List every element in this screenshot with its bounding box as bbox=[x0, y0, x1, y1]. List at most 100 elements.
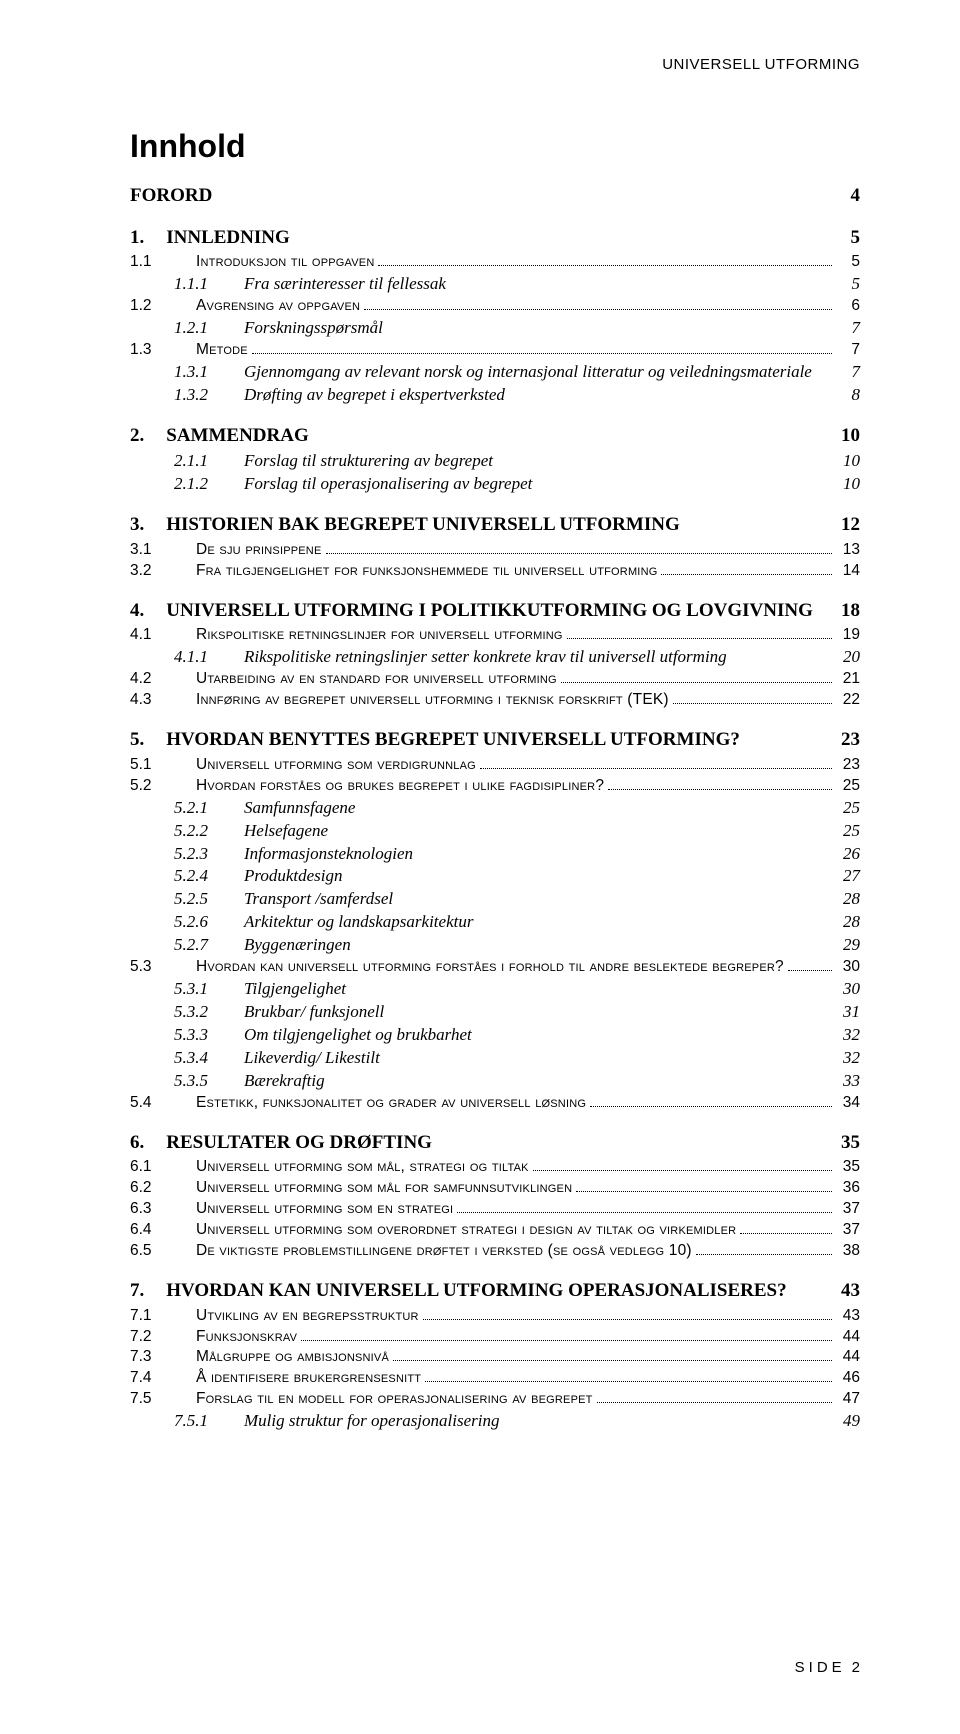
toc-entry-page: 29 bbox=[836, 934, 860, 957]
toc-entry-number: 5.2.2 bbox=[174, 820, 244, 843]
toc-entry-page: 28 bbox=[836, 911, 860, 934]
toc-leader bbox=[378, 254, 832, 267]
toc-entry-number: 7.5.1 bbox=[174, 1410, 244, 1433]
toc-leader bbox=[740, 1222, 832, 1235]
toc-leader bbox=[567, 627, 832, 640]
toc-entry-number: 5.4 bbox=[130, 1093, 196, 1114]
toc-entry-page: 23 bbox=[836, 755, 860, 776]
toc-entry: 5.3.2Brukbar/ funksjonell 31 bbox=[174, 1001, 860, 1024]
toc-entry: 3.HISTORIEN BAK BEGREPET UNIVERSELL UTFO… bbox=[130, 512, 860, 538]
toc-entry-label: Universell utforming som mål, strategi o… bbox=[196, 1157, 529, 1178]
toc-entry-number: 2. bbox=[130, 423, 166, 449]
toc-entry: 5.3.5Bærekraftig33 bbox=[174, 1070, 860, 1093]
toc-entry-page: 21 bbox=[836, 669, 860, 690]
toc-entry-label: Universell utforming som overordnet stra… bbox=[196, 1220, 736, 1241]
toc-entry: 7.1Utvikling av en begrepsstruktur43 bbox=[130, 1306, 860, 1327]
toc-entry: 7.5.1Mulig struktur for operasjonaliseri… bbox=[174, 1410, 860, 1433]
toc-entry-label: De viktigste problemstillingene drøftet … bbox=[196, 1241, 692, 1262]
toc-leader bbox=[301, 1328, 832, 1341]
toc-entry-page: 31 bbox=[836, 1001, 860, 1024]
toc-entry: 5.2.3Informasjonsteknologien26 bbox=[174, 843, 860, 866]
toc-entry-label: Byggenæringen bbox=[244, 934, 351, 957]
toc-entry: 1.2Avgrensing av oppgaven6 bbox=[130, 296, 860, 317]
toc-entry-number: 1.3.1 bbox=[174, 361, 244, 384]
toc-leader bbox=[329, 1073, 832, 1086]
toc-entry-page: 44 bbox=[836, 1347, 860, 1368]
toc-leader bbox=[696, 1242, 832, 1255]
toc-entry-page: 7 bbox=[836, 361, 860, 384]
toc-entry-number: 7. bbox=[130, 1278, 166, 1304]
toc-entry: 1.1Introduksjon til oppgaven5 bbox=[130, 252, 860, 273]
toc-entry-label: Hvordan forståes og brukes begrepet i ul… bbox=[196, 776, 604, 797]
toc-entry-number: 6.2 bbox=[130, 1178, 196, 1199]
toc-entry: 5.3.3Om tilgjengelighet og brukbarhet32 bbox=[174, 1024, 860, 1047]
toc-entry-label: Estetikk, funksjonalitet og grader av un… bbox=[196, 1093, 586, 1114]
toc-entry-page: 49 bbox=[836, 1410, 860, 1433]
toc-entry-label: Innføring av begrepet universell utformi… bbox=[196, 690, 669, 711]
toc-leader bbox=[673, 692, 832, 705]
toc-entry-number: 5.1 bbox=[130, 755, 196, 776]
toc-entry: 5.3Hvordan kan universell utforming fors… bbox=[130, 957, 860, 978]
toc-entry-label: INNLEDNING bbox=[166, 225, 290, 251]
toc-entry-number: 6.1 bbox=[130, 1157, 196, 1178]
toc-leader bbox=[788, 959, 832, 972]
toc-entry-label: Fra særinteresser til fellessak bbox=[244, 273, 446, 296]
toc-entry: 5.2.1Samfunnsfagene25 bbox=[174, 797, 860, 820]
toc-entry: 5.2.2Helsefagene25 bbox=[174, 820, 860, 843]
toc-entry-page: 7 bbox=[836, 340, 860, 361]
toc-entry-label: Brukbar/ funksjonell bbox=[244, 1001, 384, 1024]
toc-leader bbox=[816, 364, 832, 377]
toc-leader bbox=[791, 1282, 832, 1296]
toc-entry-number: 5.3.2 bbox=[174, 1001, 244, 1024]
toc-leader bbox=[817, 602, 832, 616]
toc-entry: 3.1De sju prinsippene13 bbox=[130, 540, 860, 561]
toc-leader bbox=[326, 541, 833, 554]
toc-entry-page: 38 bbox=[836, 1241, 860, 1262]
toc-leader bbox=[457, 1201, 832, 1214]
toc-entry-page: 34 bbox=[836, 1093, 860, 1114]
toc-entry-number: 5.2.7 bbox=[174, 934, 244, 957]
toc-entry-page: 26 bbox=[836, 843, 860, 866]
toc-entry-number: 5.3.5 bbox=[174, 1070, 244, 1093]
toc-entry-page: 10 bbox=[836, 450, 860, 473]
toc-entry-label: Funksjonskrav bbox=[196, 1327, 297, 1348]
toc-title: Innhold bbox=[130, 128, 860, 165]
toc-entry-number: 7.5 bbox=[130, 1389, 196, 1410]
toc-entry-number: 3. bbox=[130, 512, 166, 538]
toc-entry-page: 19 bbox=[836, 625, 860, 646]
toc-entry-page: 5 bbox=[836, 225, 860, 251]
footer-label: SIDE bbox=[795, 1659, 846, 1676]
toc-entry-page: 7 bbox=[836, 317, 860, 340]
toc-entry-label: Om tilgjengelighet og brukbarhet bbox=[244, 1024, 472, 1047]
toc-entry: 5.3.1Tilgjengelighet30 bbox=[174, 978, 860, 1001]
toc-entry-label: Arkitektur og landskapsarkitektur bbox=[244, 911, 473, 934]
toc-entry-number: 2.1.2 bbox=[174, 473, 244, 496]
toc-entry-number: 5.2.4 bbox=[174, 865, 244, 888]
toc-entry-label: SAMMENDRAG bbox=[166, 423, 309, 449]
toc-entry-label: Forslag til operasjonalisering av begrep… bbox=[244, 473, 532, 496]
toc-entry-number: 1.2.1 bbox=[174, 317, 244, 340]
toc-entry-number: 4.3 bbox=[130, 690, 196, 711]
toc-entry: 1.1.1Fra særinteresser til fellessak5 bbox=[174, 273, 860, 296]
toc-entry-label: UNIVERSELL UTFORMING I POLITIKKUTFORMING… bbox=[166, 598, 813, 624]
toc-entry: 6.RESULTATER OG DRØFTING35 bbox=[130, 1130, 860, 1156]
toc-entry-page: 20 bbox=[836, 646, 860, 669]
toc-entry-number: 5. bbox=[130, 727, 166, 753]
toc-entry-label: Bærekraftig bbox=[244, 1070, 325, 1093]
toc-entry: 6.1Universell utforming som mål, strateg… bbox=[130, 1157, 860, 1178]
toc-leader bbox=[661, 562, 832, 575]
toc-entry-page: 43 bbox=[836, 1306, 860, 1327]
toc-entry-label: Utvikling av en begrepsstruktur bbox=[196, 1306, 419, 1327]
toc-entry-page: 12 bbox=[836, 512, 860, 538]
toc-entry: 2.SAMMENDRAG10 bbox=[130, 423, 860, 449]
toc-leader bbox=[313, 427, 832, 441]
document-page: UNIVERSELL UTFORMING Innhold FORORD41.IN… bbox=[0, 0, 960, 1734]
toc-entry: 6.2Universell utforming som mål for samf… bbox=[130, 1178, 860, 1199]
toc-entry-label: Å identifisere brukergrensesnitt bbox=[196, 1368, 421, 1389]
toc-entry-label: HISTORIEN BAK BEGREPET UNIVERSELL UTFORM… bbox=[166, 512, 679, 538]
toc-entry-number: 5.2.1 bbox=[174, 797, 244, 820]
toc-entry-number: 5.2.6 bbox=[174, 911, 244, 934]
toc-leader bbox=[388, 1004, 832, 1017]
toc-entry-label: Metode bbox=[196, 340, 248, 361]
toc-entry: 5.HVORDAN BENYTTES BEGREPET UNIVERSELL U… bbox=[130, 727, 860, 753]
